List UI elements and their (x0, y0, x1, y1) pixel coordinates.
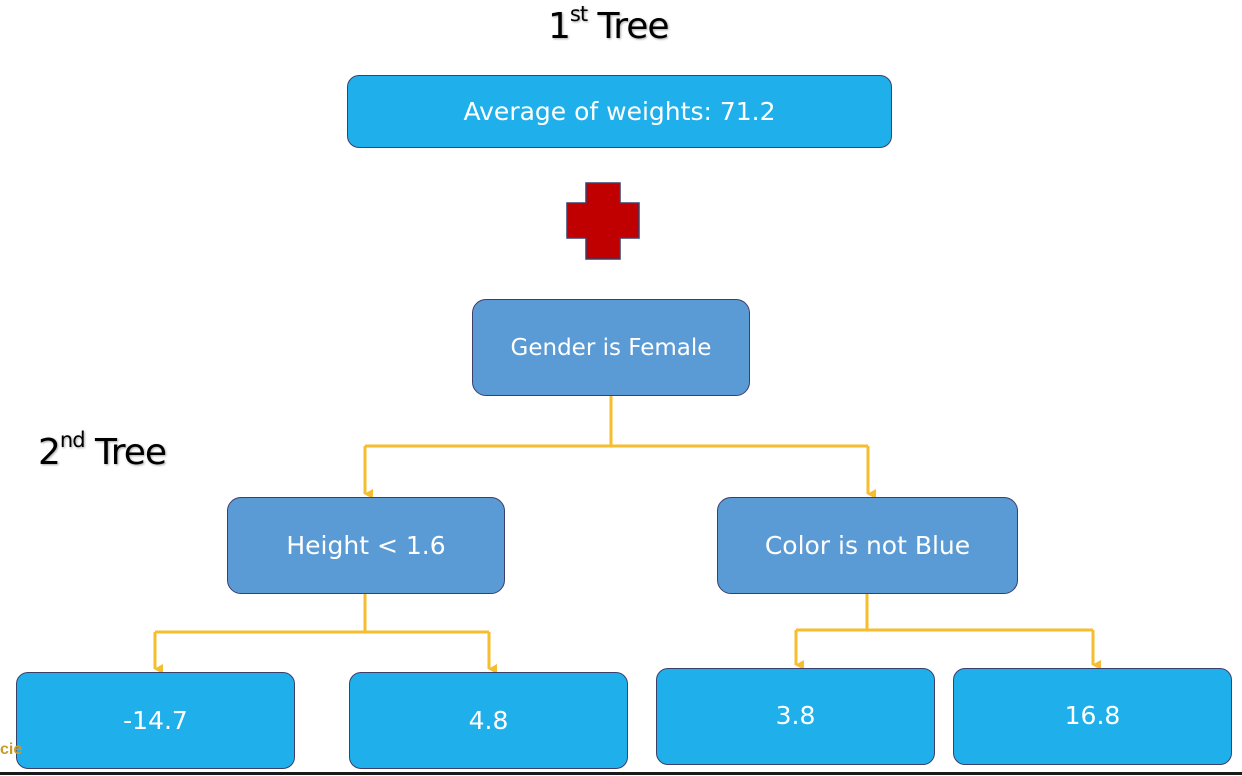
tree2-root-box: Gender is Female (472, 299, 750, 396)
leaf-box-2: 4.8 (349, 672, 628, 769)
tree2-title: 2nd Tree (38, 428, 167, 473)
left-split-box: Height < 1.6 (227, 497, 505, 594)
right-split-label: Color is not Blue (764, 531, 971, 560)
leaf-value: 4.8 (468, 706, 509, 735)
leaf-value: 16.8 (1064, 701, 1121, 730)
left-split-label: Height < 1.6 (286, 531, 446, 560)
tree2-root-label: Gender is Female (510, 334, 712, 361)
footer-divider (0, 772, 1242, 775)
tree1-title: 1st Tree (548, 2, 670, 47)
right-split-box: Color is not Blue (717, 497, 1018, 594)
tree1-root-label: Average of weights: 71.2 (463, 97, 776, 126)
leaf-box-1: -14.7 (16, 672, 295, 769)
leaf-box-3: 3.8 (656, 668, 935, 765)
leaf-box-4: 16.8 (953, 668, 1232, 765)
plus-icon (566, 182, 640, 260)
leaf-value: 3.8 (775, 701, 816, 730)
leaf-value: -14.7 (123, 706, 188, 735)
tree1-root-box: Average of weights: 71.2 (347, 75, 892, 148)
footer-cut-text: cie (0, 741, 23, 758)
